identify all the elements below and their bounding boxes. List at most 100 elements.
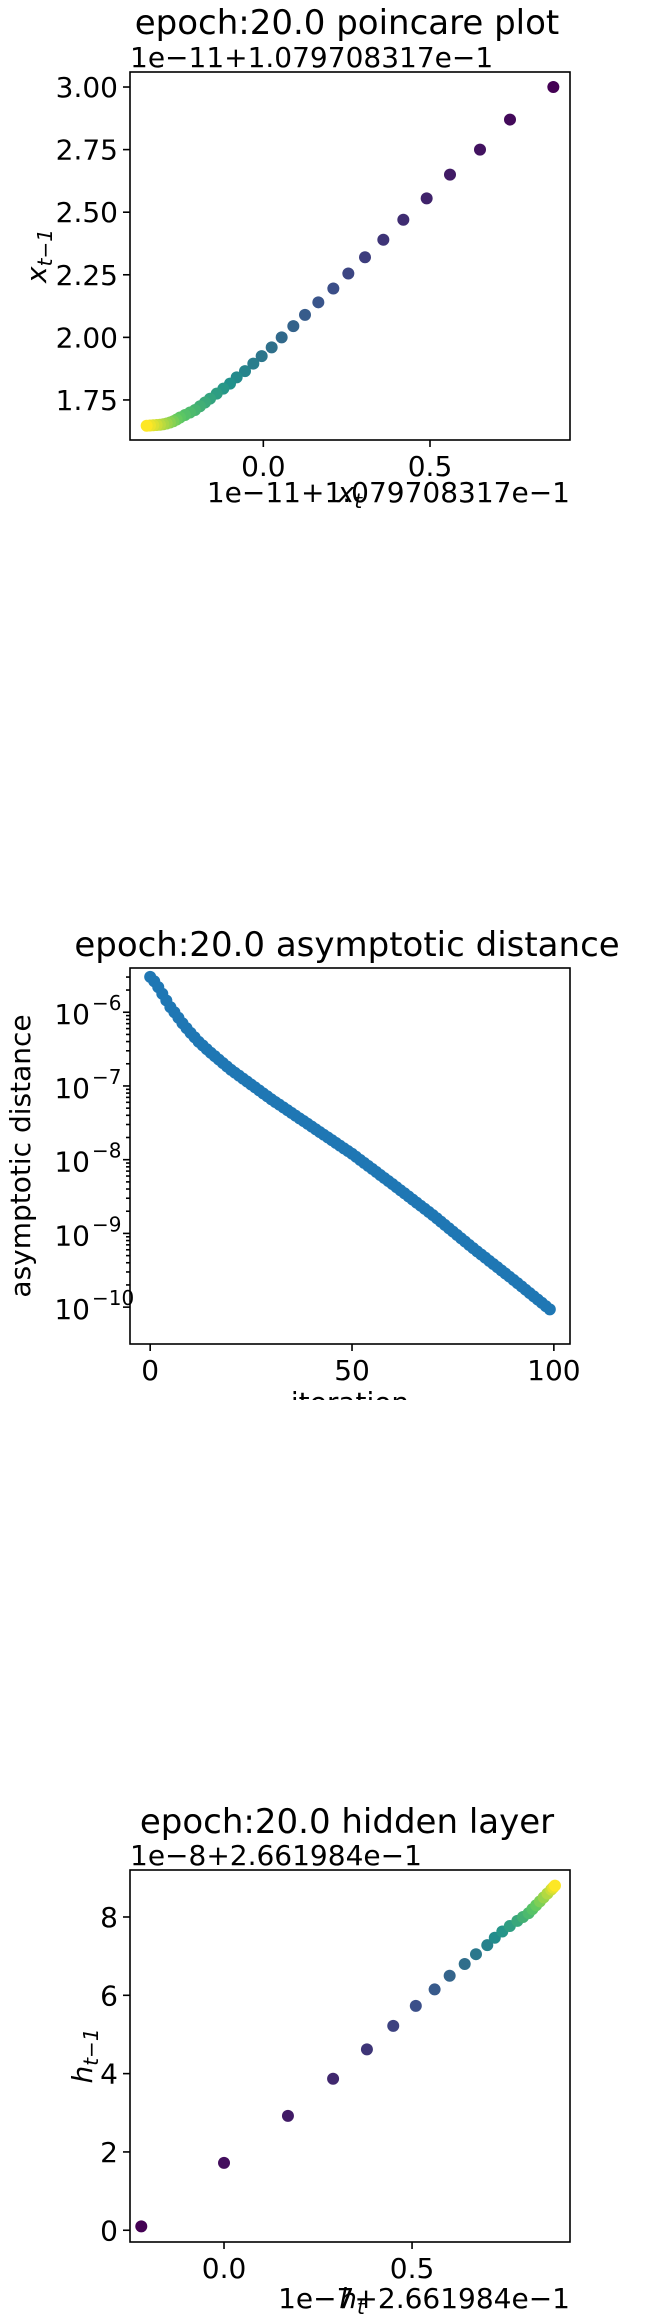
x-axis-label: xt [337,476,364,513]
poincare-plot-chart: epoch:20.0 poincare plot 1e−11+1.0797083… [20,3,571,513]
y-axis-label-sub: t−1 [79,2028,103,2065]
data-point [548,1879,561,1892]
data-point [218,2156,231,2169]
data-point [469,1948,482,1961]
data-point [481,1939,494,1952]
y-tick-label: 10 [54,1072,90,1105]
y-tick-label: 10 [54,1293,90,1326]
y-axis-label-main: x [20,266,53,284]
x-tick-label: 50 [334,1354,370,1387]
y-tick-label: 10 [54,1146,90,1179]
x-ticks: 0 50 100 [141,1344,581,1387]
data-point [265,341,278,354]
chart-title: epoch:20.0 asymptotic distance [74,925,619,965]
x-tick-label: 0.5 [390,2252,435,2285]
y-tick-label: 10 [54,1219,90,1252]
data-point [444,168,456,181]
y-tick-label: 4 [100,2058,118,2091]
data-point [443,1969,456,1982]
data-point [239,365,251,378]
chart-title: epoch:20.0 hidden layer [140,1802,554,1842]
y-tick-label: 3.00 [56,71,118,104]
y-axis-label-main: h [66,2066,99,2084]
x-axis-label-sub: t [357,2295,366,2319]
data-point [543,1303,556,1316]
data-point [135,2220,148,2233]
data-point [428,1983,441,1996]
y-tick-exponent: −6 [92,991,121,1015]
x-ticks: 0.0 0.5 [202,2242,435,2285]
x-axis-label-sub: t [354,489,363,513]
data-point [342,267,355,280]
y-tick-base: 10 [54,998,90,1031]
data-point [387,2019,400,2032]
y-tick-exponent: −9 [92,1212,121,1236]
plot-area [129,967,571,1345]
data-point [458,1957,471,1970]
data-point [275,331,288,344]
x-axis-label: ht [339,2282,366,2319]
x-axis-label-main: x [337,476,355,509]
data-points [140,81,560,432]
y-tick-label: 8 [100,1901,118,1934]
y-tick-label: 10 [54,998,90,1031]
data-point [140,419,153,432]
y-ticks: 0 2 4 6 8 [100,1901,130,2247]
data-point [397,213,410,226]
data-point [327,282,340,295]
x-tick-label: 0.0 [202,2252,247,2285]
y-axis-label: asymptotic distance [4,1014,37,1297]
y-tick-label: 6 [100,1979,118,2012]
plot-area [129,1869,571,2243]
x-tick-label: 0.0 [241,450,286,483]
x-tick-label: 0.5 [408,450,453,483]
data-point [359,251,371,264]
data-points [144,970,556,1316]
y-ticks: 1.75 2.00 2.25 2.50 2.75 3.00 [56,71,130,417]
data-point [409,1999,422,2012]
data-point [299,308,311,321]
asymptotic-distance-chart: epoch:20.0 asymptotic distance 0 50 100 10… [4,925,620,1400]
x-ticks: 0.0 0.5 [241,440,452,483]
x-tick-label: 0 [141,1354,159,1387]
data-point [281,2109,294,2122]
y-tick-exponent: −7 [92,1065,121,1089]
y-tick-base: 10 [54,1146,90,1179]
data-point [255,350,268,363]
y-tick-base: 10 [54,1293,90,1326]
y-axis-label: xt−1 [20,229,57,284]
data-point [474,143,486,156]
y-tick-exponent: −8 [92,1139,121,1163]
y-tick-label: 2.25 [56,259,118,292]
x-axis-label-main: h [339,2282,357,2315]
data-point [247,357,260,370]
y-offset-text: 1e−11+1.079708317e−1 [130,41,493,74]
y-tick-label: 2.00 [56,321,118,354]
x-tick-label: 100 [527,1354,580,1387]
x-axis-label: iteration [291,1386,409,1400]
y-tick-base: 10 [54,1219,90,1252]
x-offset-text: 1e−11+1.079708317e−1 [207,476,570,509]
y-tick-label: 2.75 [56,134,118,167]
y-tick-base: 10 [54,1072,90,1105]
plot-area [129,71,571,441]
data-point [420,192,433,205]
hidden-layer-chart: epoch:20.0 hidden layer 1e−8+2.661984e−1… [66,1802,571,2319]
y-tick-label: 0 [100,2214,118,2247]
data-points [135,1879,561,2233]
data-point [504,113,516,126]
y-axis-label: ht−1 [66,2028,103,2083]
y-tick-label: 2.50 [56,196,118,229]
data-point [360,2043,373,2056]
y-axis-label-sub: t−1 [33,229,57,266]
y-tick-label: 1.75 [56,384,118,417]
data-point [287,320,300,333]
x-offset-text: 1e−7+2.661984e−1 [278,2282,570,2315]
data-point [327,2072,340,2085]
y-tick-exponent: −10 [92,1286,134,1310]
data-point [377,233,390,246]
y-tick-label: 2 [100,2136,118,2169]
y-offset-text: 1e−8+2.661984e−1 [130,1839,422,1872]
data-point [547,81,560,94]
